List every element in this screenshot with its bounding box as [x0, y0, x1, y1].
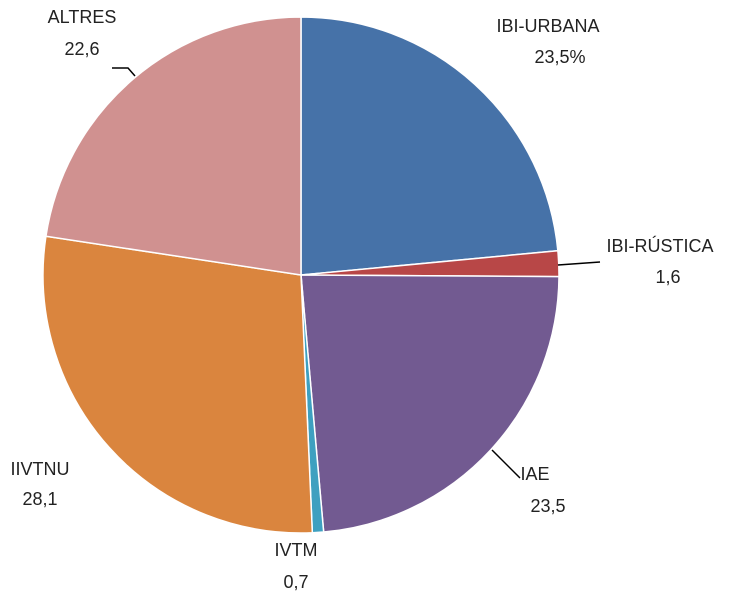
- leader-line: [491, 449, 521, 479]
- value-label: 23,5%: [534, 47, 585, 67]
- category-label: IIVTNU: [10, 459, 69, 479]
- category-label: IBI-URBANA: [496, 16, 599, 36]
- category-label: ALTRES: [48, 7, 117, 27]
- value-label: 0,7: [283, 572, 308, 592]
- pie-slice: [45, 16, 302, 276]
- category-label: IVTM: [275, 540, 318, 560]
- value-label: 28,1: [22, 489, 57, 509]
- value-label: 1,6: [655, 267, 680, 287]
- value-label: 22,6: [64, 39, 99, 59]
- pie-slice: [300, 274, 560, 533]
- category-label: IBI-RÚSTICA: [606, 235, 713, 256]
- value-label: 23,5: [530, 496, 565, 516]
- leader-line: [557, 261, 601, 266]
- pie-slice: [42, 235, 314, 534]
- pie-slice: [300, 16, 559, 276]
- leader-line: [112, 67, 136, 77]
- category-label: IAE: [520, 464, 549, 484]
